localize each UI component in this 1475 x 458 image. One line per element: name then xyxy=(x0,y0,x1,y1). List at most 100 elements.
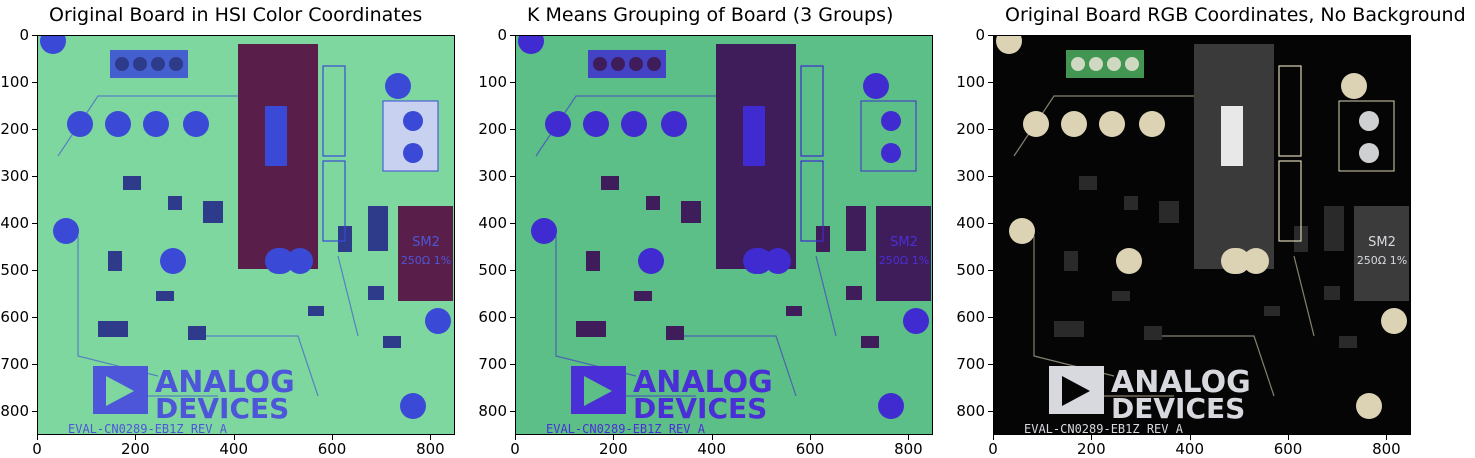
y-tick-mark xyxy=(32,317,37,319)
y-tick-label: 0 xyxy=(19,26,29,44)
test-point xyxy=(1139,111,1165,137)
smd-component xyxy=(601,176,619,190)
test-point xyxy=(621,111,647,137)
image-axes: SM2 250Ω 1% ANALOG DEVICES EVAL-CN0289-EB1Z … xyxy=(37,35,455,435)
x-tick-mark xyxy=(613,435,615,440)
smd-component xyxy=(168,196,182,210)
test-point xyxy=(661,111,687,137)
test-point xyxy=(1356,393,1382,419)
x-tick-mark xyxy=(37,435,38,440)
y-tick-mark xyxy=(510,176,515,178)
test-point xyxy=(67,111,93,137)
smd-component xyxy=(188,326,206,340)
y-tick-mark xyxy=(988,82,993,84)
x-tick-label: 0 xyxy=(510,440,520,458)
y-tick-mark xyxy=(988,129,993,131)
test-point xyxy=(1023,111,1049,137)
smd-component xyxy=(1324,286,1340,300)
y-tick-mark xyxy=(510,35,515,36)
y-tick-label: 400 xyxy=(956,214,985,233)
y-tick-label: 700 xyxy=(0,355,29,374)
test-point xyxy=(1341,73,1367,99)
resistor-label-1: SM2 xyxy=(1368,235,1396,250)
smd-component xyxy=(1054,321,1084,337)
current-drive-box xyxy=(800,160,824,242)
test-point xyxy=(1009,218,1035,244)
test-point xyxy=(996,36,1022,54)
test-point xyxy=(400,393,426,419)
x-tick-mark xyxy=(711,435,713,440)
test-point xyxy=(1243,248,1269,274)
resistor-label-2: 250Ω 1% xyxy=(1357,254,1407,267)
y-tick-label: 700 xyxy=(478,355,507,374)
test-point xyxy=(583,111,609,137)
y-tick-label: 300 xyxy=(956,167,985,186)
y-tick-label: 400 xyxy=(0,214,29,233)
x-tick-label: 400 xyxy=(219,440,249,458)
x-tick-mark xyxy=(135,435,137,440)
smd-component xyxy=(846,286,862,300)
smd-component xyxy=(1112,291,1130,301)
smd-component xyxy=(1264,306,1280,316)
image-axes: SM2 250Ω 1% ANALOG DEVICES EVAL-CN0289-EB1Z … xyxy=(993,35,1411,435)
smd-component xyxy=(861,336,879,348)
x-tick-mark xyxy=(233,435,235,440)
plot-title: K Means Grouping of Board (3 Groups) xyxy=(527,4,894,26)
y-tick-mark xyxy=(32,176,37,178)
test-point xyxy=(545,111,571,137)
smd-component xyxy=(203,201,223,223)
y-tick-label: 500 xyxy=(0,261,29,280)
test-point xyxy=(40,36,66,54)
y-tick-label: 0 xyxy=(975,26,985,44)
x-tick-mark xyxy=(1189,435,1191,440)
x-tick-mark xyxy=(1288,435,1290,440)
y-tick-mark xyxy=(988,364,993,366)
logo-text-devices: DEVICES xyxy=(633,392,767,425)
x-tick-mark xyxy=(1386,435,1388,440)
y-tick-mark xyxy=(32,35,37,36)
y-tick-mark xyxy=(510,270,515,272)
y-tick-label: 800 xyxy=(956,402,985,421)
smd-component xyxy=(1064,251,1078,271)
y-tick-label: 200 xyxy=(956,120,985,139)
test-point xyxy=(878,393,904,419)
logo-text-analog: ANALOG xyxy=(155,365,295,400)
y-tick-mark xyxy=(988,176,993,178)
test-point xyxy=(183,111,209,137)
voltage-drive-box xyxy=(1278,65,1302,157)
x-tick-label: 600 xyxy=(795,440,825,458)
x-tick-label: 800 xyxy=(1372,440,1401,458)
smd-component xyxy=(786,306,802,316)
test-point xyxy=(143,111,169,137)
smd-component xyxy=(123,176,141,190)
smd-component xyxy=(383,336,401,348)
current-drive-box xyxy=(1278,160,1302,242)
smd-component xyxy=(634,291,652,301)
smd-component xyxy=(846,206,866,251)
y-tick-label: 600 xyxy=(956,308,985,327)
resistor-label-1: SM2 xyxy=(412,235,440,250)
y-tick-label: 600 xyxy=(478,308,507,327)
voltage-drive-box xyxy=(322,65,346,157)
y-tick-mark xyxy=(988,223,993,225)
smd-component xyxy=(1324,206,1344,251)
x-tick-mark xyxy=(1091,435,1093,440)
y-tick-mark xyxy=(510,317,515,319)
smd-component xyxy=(98,321,128,337)
x-tick-label: 800 xyxy=(894,440,923,458)
smd-component xyxy=(576,321,606,337)
y-tick-label: 800 xyxy=(478,402,507,421)
y-tick-label: 700 xyxy=(956,355,985,374)
y-tick-label: 500 xyxy=(956,261,985,280)
x-tick-label: 0 xyxy=(988,440,998,458)
smd-component xyxy=(156,291,174,301)
y-tick-label: 200 xyxy=(478,120,507,139)
test-point xyxy=(1061,111,1087,137)
test-point xyxy=(268,248,294,274)
smd-component xyxy=(308,306,324,316)
y-tick-mark xyxy=(32,411,37,413)
x-tick-mark xyxy=(908,435,910,440)
logo-text-analog: ANALOG xyxy=(1111,365,1251,400)
